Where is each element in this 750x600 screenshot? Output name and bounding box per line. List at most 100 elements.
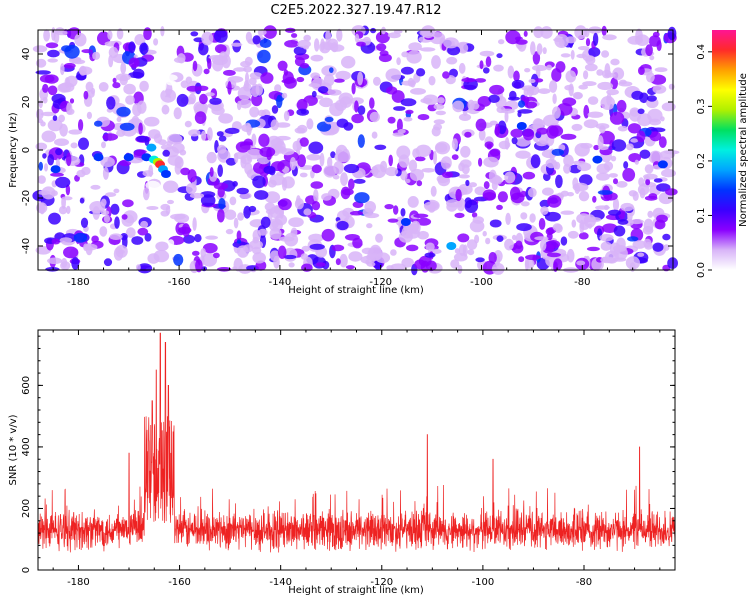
- heatmap-cell: [158, 139, 167, 146]
- heatmap-cell: [410, 88, 426, 95]
- heatmap-cell: [413, 213, 429, 218]
- heatmap-cell: [353, 170, 363, 179]
- heatmap-cell: [485, 56, 492, 68]
- heatmap-cell: [351, 82, 356, 95]
- heatmap-cell: [319, 152, 325, 167]
- heatmap-cell: [457, 42, 469, 54]
- heatmap-cell: [233, 217, 239, 229]
- heatmap-cell: [598, 145, 609, 151]
- heatmap-cell: [579, 174, 593, 186]
- heatmap-cell: [333, 161, 344, 175]
- heatmap-cell: [40, 111, 56, 117]
- heatmap-cell: [430, 185, 437, 197]
- heatmap-cell: [606, 93, 612, 106]
- heatmap-cell: [632, 191, 639, 202]
- colorbar-label: Normalized spectral amplitude: [738, 73, 749, 227]
- heatmap-cell: [415, 156, 426, 162]
- heatmap-cell: [552, 93, 557, 105]
- colorbar-gradient: [712, 30, 736, 270]
- heatmap-cell: [488, 94, 500, 104]
- heatmap-cell: [371, 131, 378, 139]
- heatmap-cell: [504, 238, 514, 251]
- heatmap-cell: [489, 148, 501, 157]
- heatmap-cell: [108, 54, 114, 68]
- heatmap-cell: [443, 37, 459, 49]
- heatmap-cell: [143, 187, 150, 201]
- heatmap-cell: [630, 219, 644, 225]
- heatmap-cell: [35, 142, 48, 151]
- heatmap-cell: [464, 131, 472, 138]
- heatmap-cell: [511, 137, 518, 145]
- heatmap-cell: [433, 119, 445, 125]
- heatmap-hotspot: [516, 122, 527, 130]
- heatmap-cell: [101, 141, 106, 149]
- heatmap-cell: [552, 106, 561, 119]
- heatmap-cell: [331, 244, 345, 252]
- heatmap-cell: [576, 260, 586, 266]
- heatmap-cell: [578, 191, 590, 202]
- heatmap-cell: [636, 130, 646, 143]
- heatmap-cell: [123, 83, 136, 95]
- heatmap-cell: [467, 99, 475, 111]
- heatmap-cell: [216, 131, 224, 137]
- heatmap-cell: [586, 246, 600, 252]
- heatmap-cell: [282, 176, 295, 189]
- heatmap-cell: [48, 212, 61, 225]
- heatmap-cell: [408, 42, 422, 52]
- heatmap-cell: [560, 133, 577, 140]
- heatmap-cell: [659, 150, 675, 160]
- heatmap-cell: [471, 212, 478, 218]
- heatmap-cell: [254, 190, 269, 200]
- heatmap-cell: [342, 207, 355, 218]
- heatmap-cell: [42, 83, 49, 93]
- heatmap-cell: [608, 173, 618, 178]
- heatmap-cell: [186, 85, 200, 92]
- heatmap-cell: [162, 78, 167, 91]
- heatmap-cell: [351, 113, 364, 124]
- heatmap-cell: [654, 67, 668, 73]
- heatmap-cell: [125, 95, 135, 105]
- heatmap-cell: [227, 81, 232, 95]
- x-tick-label: -180: [67, 277, 90, 288]
- heatmap-cell: [592, 195, 597, 203]
- heatmap-cell: [540, 26, 553, 39]
- heatmap-cell: [417, 114, 430, 121]
- heatmap-cell: [406, 50, 422, 64]
- heatmap-cell: [50, 172, 64, 177]
- heatmap-cell: [246, 123, 252, 136]
- heatmap-cell: [508, 96, 520, 101]
- heatmap-panel: -180 -160 -140 -120 -100 -80 -40 -20 0 20 40 Heig…: [8, 23, 680, 296]
- heatmap-cell: [321, 228, 335, 242]
- heatmap-cell: [55, 148, 63, 156]
- y-tick-label: 600: [21, 376, 32, 395]
- heatmap-cell: [593, 144, 600, 151]
- colorbar-tick-label: 0.1: [696, 208, 707, 224]
- heatmap-cell: [577, 46, 590, 51]
- colorbar-tick-label: 0.3: [696, 98, 707, 114]
- heatmap-cell: [400, 98, 417, 107]
- heatmap-cell: [57, 83, 71, 93]
- heatmap-cell: [546, 252, 561, 258]
- heatmap-cell: [276, 94, 283, 109]
- heatmap-cell: [612, 67, 625, 80]
- heatmap-cell: [259, 146, 276, 158]
- heatmap-cell: [61, 196, 73, 201]
- heatmap-cell: [54, 138, 69, 146]
- heatmap-cell: [566, 248, 575, 263]
- heatmap-cell: [269, 250, 281, 262]
- heatmap-cell: [283, 254, 297, 260]
- heatmap-cell: [386, 265, 394, 271]
- heatmap-cell: [511, 234, 517, 241]
- heatmap-cell: [47, 154, 55, 166]
- heatmap-cell: [116, 116, 122, 122]
- heatmap-cell: [72, 59, 86, 65]
- heatmap-cell: [518, 256, 525, 263]
- heatmap-cell: [218, 135, 227, 142]
- heatmap-cell: [203, 68, 210, 75]
- heatmap-cell: [609, 111, 625, 125]
- heatmap-cell: [120, 62, 127, 75]
- heatmap-cell: [560, 210, 575, 215]
- heatmap-cell: [102, 166, 109, 180]
- heatmap-cell: [618, 81, 633, 87]
